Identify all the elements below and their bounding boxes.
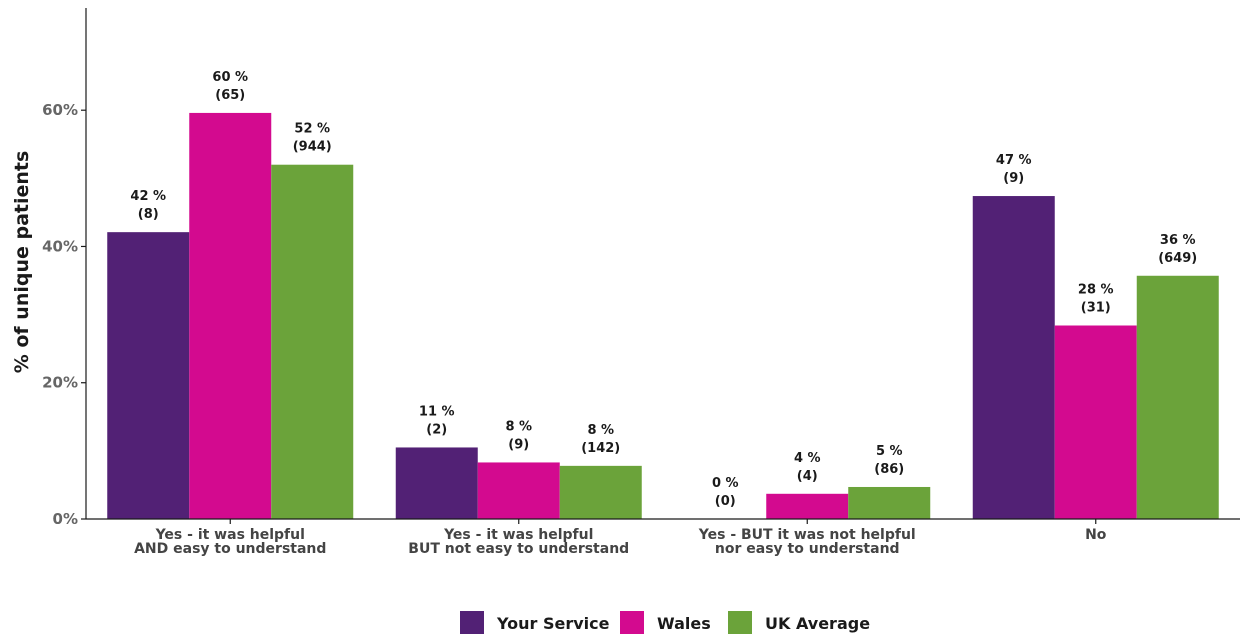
legend-swatch [460,611,484,634]
bar [1054,325,1137,519]
data-label: 5 % (86) [874,444,904,477]
y-tick-label: 40% [42,237,78,255]
bar [559,465,642,519]
data-label: 8 % (142) [581,423,620,456]
bar [271,164,354,519]
data-label: 11 % (2) [419,404,455,437]
data-label: 60 % (65) [212,70,248,103]
legend-swatch [620,611,644,634]
data-label: 4 % (4) [794,451,821,484]
bar [848,486,931,519]
y-axis: 0% 20% 40% 60% [42,8,87,528]
data-labels: 42 % (8) 60 % (65) 52 % (944) 11 % (2) 8 % (9) 8 %… [130,70,1197,509]
y-axis-title: % of unique patients [11,151,33,374]
legend-label: Your Service [496,614,610,633]
x-axis: Yes - it was helpful AND easy to understa… [86,518,1240,557]
bar [395,447,478,519]
bar [1136,275,1219,519]
bar [972,196,1055,519]
data-label: 36 % (649) [1158,233,1197,266]
bar [477,462,560,519]
x-tick-label: Yes - BUT it was not helpful nor easy to … [698,527,916,557]
legend: Your Service Wales UK Average [460,611,870,634]
data-label: 28 % (31) [1078,283,1114,316]
x-tick-label: Yes - it was helpful BUT not easy to unde… [408,527,629,557]
x-tick-label: No [1085,527,1107,543]
y-tick-label: 0% [53,510,78,528]
data-label: 47 % (9) [996,153,1032,186]
data-label: 52 % (944) [293,122,332,155]
bar [107,232,190,519]
bar [189,112,272,520]
data-label: 42 % (8) [130,189,166,222]
bar [766,493,849,519]
legend-swatch [728,611,752,634]
data-label: 8 % (9) [505,419,532,452]
data-label: 0 % (0) [712,476,739,509]
y-tick-label: 60% [42,101,78,119]
x-tick-label: Yes - it was helpful AND easy to understa… [134,527,326,557]
legend-label: UK Average [765,614,870,633]
bars [107,112,1219,520]
legend-label: Wales [657,614,711,633]
y-tick-label: 20% [42,374,78,392]
